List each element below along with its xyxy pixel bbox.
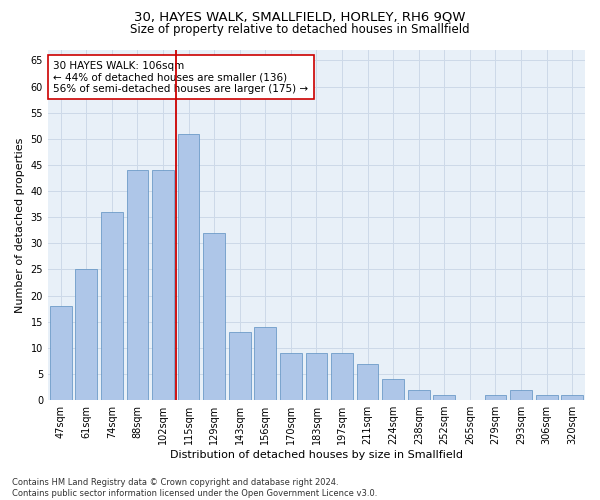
Text: Size of property relative to detached houses in Smallfield: Size of property relative to detached ho…: [130, 22, 470, 36]
Bar: [510, 390, 532, 400]
Bar: [127, 170, 148, 400]
Bar: [254, 327, 276, 400]
Bar: [76, 270, 97, 400]
Text: 30, HAYES WALK, SMALLFIELD, HORLEY, RH6 9QW: 30, HAYES WALK, SMALLFIELD, HORLEY, RH6 …: [134, 10, 466, 23]
Bar: [280, 353, 302, 400]
Bar: [382, 379, 404, 400]
Bar: [178, 134, 199, 400]
Bar: [408, 390, 430, 400]
Text: 30 HAYES WALK: 106sqm
← 44% of detached houses are smaller (136)
56% of semi-det: 30 HAYES WALK: 106sqm ← 44% of detached …: [53, 60, 308, 94]
Bar: [101, 212, 123, 400]
Bar: [331, 353, 353, 400]
Bar: [433, 395, 455, 400]
Bar: [203, 233, 225, 400]
Y-axis label: Number of detached properties: Number of detached properties: [15, 138, 25, 312]
Bar: [485, 395, 506, 400]
Text: Contains HM Land Registry data © Crown copyright and database right 2024.
Contai: Contains HM Land Registry data © Crown c…: [12, 478, 377, 498]
Bar: [50, 306, 71, 400]
Bar: [536, 395, 557, 400]
Bar: [229, 332, 251, 400]
Bar: [152, 170, 174, 400]
X-axis label: Distribution of detached houses by size in Smallfield: Distribution of detached houses by size …: [170, 450, 463, 460]
Bar: [357, 364, 379, 400]
Bar: [305, 353, 328, 400]
Bar: [562, 395, 583, 400]
